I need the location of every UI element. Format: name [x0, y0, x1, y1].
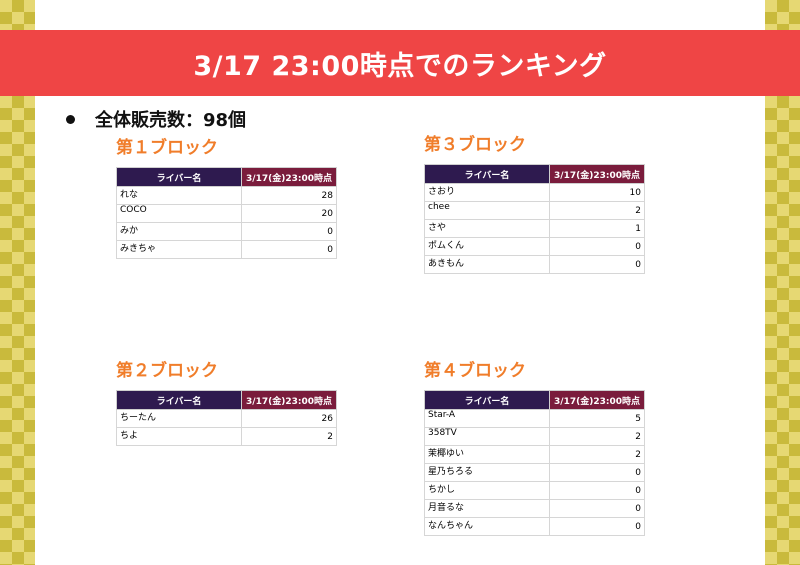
ranking-table: ライバー名 3/17(金)23:00時点 れな 28 COCO 20 みか 0 みきちゃ 0 — [116, 167, 337, 259]
sales-count-cell: 0 — [241, 222, 337, 241]
liver-name-cell: ポムくん — [424, 237, 550, 256]
sales-count-cell: 0 — [549, 463, 645, 482]
ranking-table: ライバー名 3/17(金)23:00時点 Star-A 5 358TV 2 茉椰ゆい 2 星乃ち… — [424, 390, 645, 536]
column-header-name: ライバー名 — [424, 164, 550, 184]
block-title: 第２ブロック — [116, 361, 218, 381]
page-title: 3/17 23:00時点でのランキング — [193, 50, 607, 82]
block-title: 第３ブロック — [424, 135, 526, 155]
table-row: みか 0 — [116, 222, 337, 241]
liver-name-cell: ちーたん — [116, 409, 242, 428]
liver-name-cell: ちかし — [424, 481, 550, 500]
table-row: 月音るな 0 — [424, 499, 645, 518]
block-title: 第４ブロック — [424, 361, 526, 381]
table-row: ちーたん 26 — [116, 409, 337, 428]
column-header-name: ライバー名 — [424, 390, 550, 410]
liver-name-cell: 358TV — [424, 427, 550, 446]
column-header-time: 3/17(金)23:00時点 — [241, 390, 337, 410]
block-title: 第１ブロック — [116, 138, 218, 158]
sales-count-cell: 2 — [549, 201, 645, 220]
sales-count-cell: 0 — [241, 240, 337, 259]
table-row: ちかし 0 — [424, 481, 645, 500]
table-row: 358TV 2 — [424, 427, 645, 446]
bullet-icon — [66, 114, 75, 124]
table-row: COCO 20 — [116, 204, 337, 223]
liver-name-cell: 茉椰ゆい — [424, 445, 550, 464]
title-banner: 3/17 23:00時点でのランキング — [0, 30, 800, 96]
liver-name-cell: なんちゃん — [424, 517, 550, 536]
summary-line: 全体販売数：98個 — [66, 106, 246, 132]
table-header-row: ライバー名 3/17(金)23:00時点 — [424, 390, 645, 410]
sales-count-cell: 2 — [241, 427, 337, 446]
total-sales-text: 全体販売数：98個 — [95, 110, 247, 131]
column-header-name: ライバー名 — [116, 390, 242, 410]
table-header-row: ライバー名 3/17(金)23:00時点 — [116, 167, 337, 187]
table-row: さおり 10 — [424, 183, 645, 202]
table-row: 星乃ちろる 0 — [424, 463, 645, 482]
sales-count-cell: 0 — [549, 517, 645, 536]
table-row: chee 2 — [424, 201, 645, 220]
liver-name-cell: chee — [424, 201, 550, 220]
table-row: あきもん 0 — [424, 255, 645, 274]
liver-name-cell: ちよ — [116, 427, 242, 446]
column-header-name: ライバー名 — [116, 167, 242, 187]
sales-count-cell: 0 — [549, 237, 645, 256]
liver-name-cell: 月音るな — [424, 499, 550, 518]
liver-name-cell: 星乃ちろる — [424, 463, 550, 482]
ranking-table: ライバー名 3/17(金)23:00時点 ちーたん 26 ちよ 2 — [116, 390, 337, 446]
table-row: 茉椰ゆい 2 — [424, 445, 645, 464]
sales-count-cell: 1 — [549, 219, 645, 238]
sales-count-cell: 0 — [549, 481, 645, 500]
sales-count-cell: 0 — [549, 255, 645, 274]
block-4: 第４ブロックライバー名 3/17(金)23:00時点 Star-A 5 358TV 2 茉椰… — [424, 360, 645, 536]
sales-count-cell: 26 — [241, 409, 337, 428]
table-row: ポムくん 0 — [424, 237, 645, 256]
column-header-time: 3/17(金)23:00時点 — [549, 390, 645, 410]
sales-count-cell: 2 — [549, 445, 645, 464]
sales-count-cell: 5 — [549, 409, 645, 428]
sales-count-cell: 10 — [549, 183, 645, 202]
column-header-time: 3/17(金)23:00時点 — [549, 164, 645, 184]
table-row: みきちゃ 0 — [116, 240, 337, 259]
table-row: れな 28 — [116, 186, 337, 205]
table-row: ちよ 2 — [116, 427, 337, 446]
liver-name-cell: Star-A — [424, 409, 550, 428]
table-row: なんちゃん 0 — [424, 517, 645, 536]
sales-count-cell: 2 — [549, 427, 645, 446]
sales-count-cell: 20 — [241, 204, 337, 223]
block-2: 第２ブロックライバー名 3/17(金)23:00時点 ちーたん 26 ちよ 2 — [116, 360, 337, 446]
table-header-row: ライバー名 3/17(金)23:00時点 — [116, 390, 337, 410]
liver-name-cell: あきもん — [424, 255, 550, 274]
sales-count-cell: 28 — [241, 186, 337, 205]
block-1: 第１ブロックライバー名 3/17(金)23:00時点 れな 28 COCO 20 みか 0 みき… — [116, 137, 337, 259]
block-3: 第３ブロック ライバー名 3/17(金)23:00時点 さおり 10 chee 2 さや 1 ポム… — [424, 134, 645, 274]
liver-name-cell: さや — [424, 219, 550, 238]
table-row: Star-A 5 — [424, 409, 645, 428]
liver-name-cell: みか — [116, 222, 242, 241]
table-header-row: ライバー名 3/17(金)23:00時点 — [424, 164, 645, 184]
ranking-table: ライバー名 3/17(金)23:00時点 さおり 10 chee 2 さや 1 ポムくん 0 あきも… — [424, 164, 645, 274]
liver-name-cell: さおり — [424, 183, 550, 202]
liver-name-cell: れな — [116, 186, 242, 205]
column-header-time: 3/17(金)23:00時点 — [241, 167, 337, 187]
sales-count-cell: 0 — [549, 499, 645, 518]
liver-name-cell: COCO — [116, 204, 242, 223]
table-row: さや 1 — [424, 219, 645, 238]
liver-name-cell: みきちゃ — [116, 240, 242, 259]
